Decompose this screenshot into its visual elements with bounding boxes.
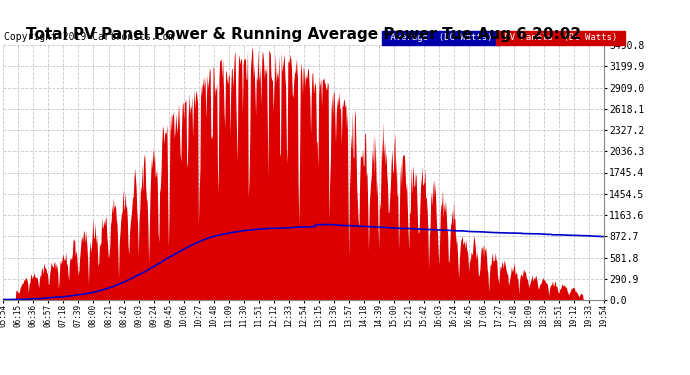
Text: PV Panels  (DC Watts): PV Panels (DC Watts)	[499, 33, 622, 42]
Text: Average  (DC Watts): Average (DC Watts)	[384, 33, 497, 42]
Title: Total PV Panel Power & Running Average Power Tue Aug 6 20:02: Total PV Panel Power & Running Average P…	[26, 27, 581, 42]
Text: Copyright 2019 Cartronics.com: Copyright 2019 Cartronics.com	[4, 33, 175, 42]
